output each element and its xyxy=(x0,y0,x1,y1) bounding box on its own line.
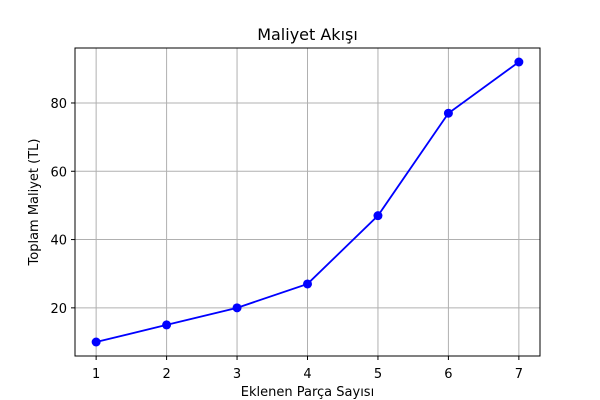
x-tick-label: 6 xyxy=(444,367,452,382)
data-point xyxy=(91,337,101,347)
data-point xyxy=(162,320,172,330)
data-point xyxy=(443,108,453,118)
data-point xyxy=(303,279,312,289)
data-point xyxy=(373,211,383,221)
grid xyxy=(75,48,540,356)
y-tick-label: 40 xyxy=(50,234,67,249)
x-axis-label: Eklenen Parça Sayısı xyxy=(241,385,374,400)
chart-title: Maliyet Akışı xyxy=(257,25,358,44)
y-tick-label: 20 xyxy=(50,302,67,317)
x-tick-label: 7 xyxy=(515,367,523,382)
series-group xyxy=(91,57,524,347)
x-tick-label: 3 xyxy=(233,367,241,382)
x-tick-label: 2 xyxy=(162,367,170,382)
x-tick-label: 4 xyxy=(303,367,311,382)
ticks-group: 1 2 3 4 5 6 7 20 40 60 80 xyxy=(50,97,523,382)
x-tick-label: 1 xyxy=(92,367,100,382)
y-tick-label: 60 xyxy=(50,165,67,180)
data-point xyxy=(514,57,524,67)
y-tick-label: 80 xyxy=(50,97,67,112)
data-point xyxy=(232,303,242,313)
x-tick-label: 5 xyxy=(374,367,382,382)
y-axis-label: Toplam Maliyet (TL) xyxy=(27,139,42,267)
